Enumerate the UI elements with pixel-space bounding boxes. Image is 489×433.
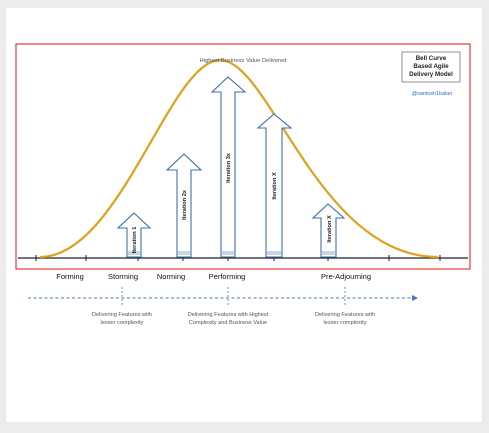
timeline-arrowhead <box>412 295 418 301</box>
description-3-line-1: Delivering Features with <box>315 312 375 318</box>
model-title-line-3: Delivery Model <box>409 71 453 78</box>
description-3-line-2: lesser complexity <box>324 320 367 326</box>
axis-ticks <box>35 255 441 261</box>
model-title-line-2: Based Agile <box>413 63 449 70</box>
phase-forming: Forming <box>56 272 84 281</box>
model-title-box: Bell Curve Based Agile Delivery Model <box>401 51 461 83</box>
iteration-label-4: Iteration X <box>272 172 278 200</box>
iteration-label-3: Iteration 3x <box>226 152 232 183</box>
iteration-arrow-5: Iteration X <box>311 203 346 258</box>
phase-performing: Performing <box>209 272 246 281</box>
description-2-line-2: Complexity and Business Value <box>189 320 267 326</box>
iteration-arrow-3: Iteration 3x <box>210 76 247 258</box>
phase-pre-adjourning: Pre-Adjourning <box>321 272 371 281</box>
author-handle: @santosh1balan <box>412 91 453 97</box>
model-title-line-1: Bell Curve <box>416 55 447 62</box>
iteration-label-2: Iteration 2x <box>182 189 188 220</box>
iteration-arrow-2: Iteration 2x <box>165 153 203 258</box>
iteration-label-1: Iteration 1 <box>132 227 138 254</box>
iteration-label-5: Iteration X <box>327 215 333 243</box>
iteration-arrow-1: Iteration 1 <box>116 212 152 258</box>
iteration-arrow-4: Iteration X <box>256 113 293 258</box>
bell-curve <box>39 58 439 259</box>
peak-label: Highest Business Value Delivered <box>200 58 287 64</box>
diagram-frame <box>15 43 471 270</box>
phase-norming: Norming <box>157 272 185 281</box>
description-1-line-2: lesser complexity <box>101 320 144 326</box>
description-2-line-1: Delivering Features with Highest <box>188 312 269 318</box>
phase-storming: Storming <box>108 272 138 281</box>
description-1-line-1: Delivering Features with <box>92 312 152 318</box>
